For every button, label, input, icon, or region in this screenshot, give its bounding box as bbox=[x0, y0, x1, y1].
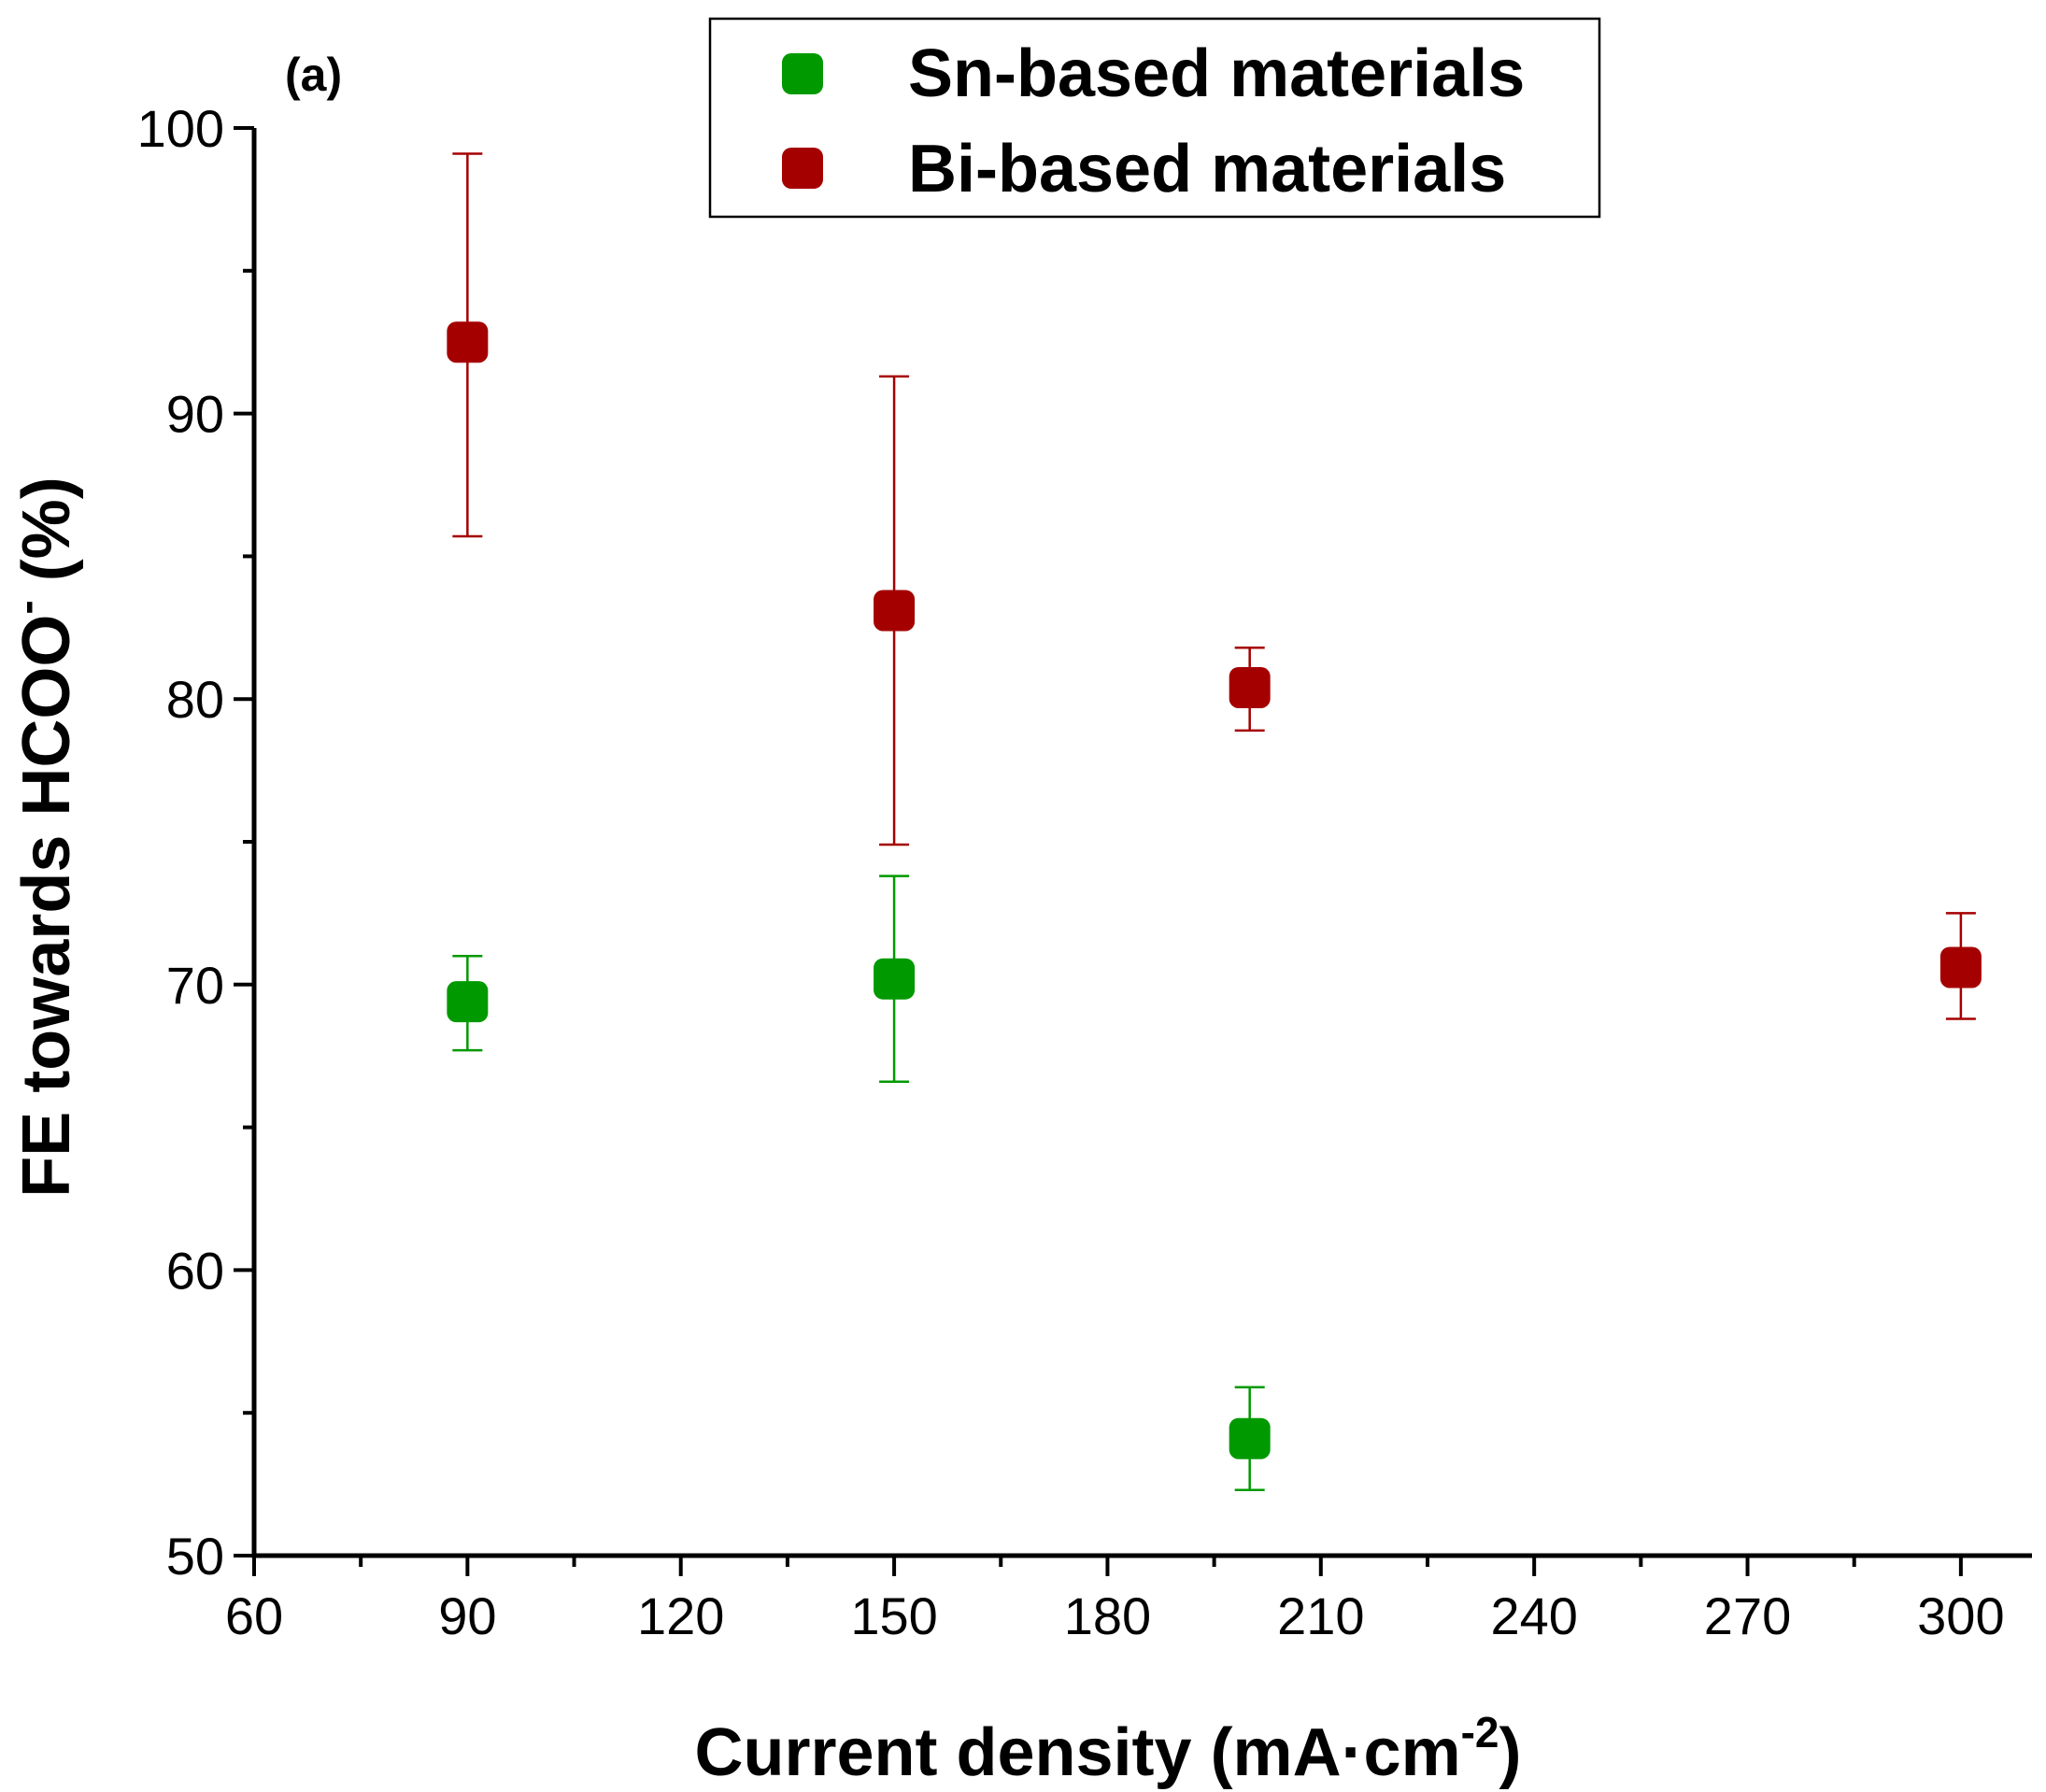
legend-marker-bi bbox=[782, 148, 823, 189]
data-marks bbox=[447, 152, 1982, 1491]
legend-label-bi: Bi-based materials bbox=[908, 132, 1506, 206]
panel-label: (a) bbox=[285, 49, 342, 101]
x-tick-label: 300 bbox=[1917, 1586, 2004, 1645]
x-tick-label: 90 bbox=[438, 1586, 496, 1645]
y-tick-label: 90 bbox=[166, 385, 224, 444]
data-point-sn bbox=[447, 981, 489, 1023]
x-tick-label: 180 bbox=[1064, 1586, 1151, 1645]
y-tick-label: 100 bbox=[137, 99, 224, 158]
data-point-bi bbox=[874, 590, 916, 632]
y-tick-label: 70 bbox=[166, 956, 224, 1015]
data-point-bi bbox=[1939, 946, 1982, 988]
x-tick-label: 120 bbox=[637, 1586, 724, 1645]
data-point-bi bbox=[1229, 666, 1271, 708]
y-tick-label: 50 bbox=[166, 1527, 224, 1586]
legend-frame bbox=[708, 17, 1601, 219]
y-tick-label: 60 bbox=[166, 1241, 224, 1300]
x-tick-label: 60 bbox=[225, 1586, 283, 1645]
legend: Sn-based materials Bi-based materials bbox=[708, 17, 1601, 219]
data-point-bi bbox=[447, 321, 489, 363]
y-axis-title: FE towards HCOO- (%) bbox=[2, 476, 84, 1197]
data-point-sn bbox=[1229, 1417, 1271, 1459]
x-tick-label: 210 bbox=[1277, 1586, 1364, 1645]
x-axis-title: Current density (mA·cm-2) bbox=[694, 1708, 1521, 1790]
legend-label-sn: Sn-based materials bbox=[908, 36, 1525, 111]
x-tick-label: 150 bbox=[850, 1586, 937, 1645]
x-tick-label: 240 bbox=[1490, 1586, 1577, 1645]
legend-marker-sn bbox=[782, 53, 823, 94]
data-point-sn bbox=[874, 958, 916, 1000]
y-tick-label: 80 bbox=[166, 670, 224, 729]
x-tick-label: 270 bbox=[1704, 1586, 1791, 1645]
